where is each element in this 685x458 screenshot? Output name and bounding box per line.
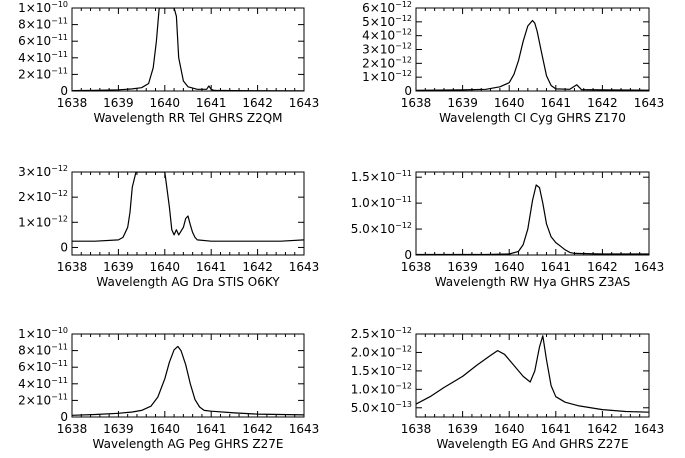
x-tick-label: 1641 [541,260,572,274]
x-tick-label: 1643 [634,96,665,110]
y-tick-label: 5.0×10−13 [351,400,412,415]
y-tick-label: 0 [404,84,412,98]
y-tick-label: 1.5×10−11 [351,169,412,184]
spectrum-line [416,19,649,91]
x-tick-label: 1638 [401,96,432,110]
y-tick-label: 0 [404,248,412,262]
y-tick-label: 2×10−11 [18,66,68,81]
x-tick-label: 1643 [289,422,320,436]
x-tick-label: 1642 [242,422,273,436]
plot-frame [71,171,305,256]
x-tick-label: 1638 [57,96,88,110]
plot-frame [415,171,650,256]
panel-6: 1638 1639 1640 1641 1642 1643 5.0×10−13 1.0×10−… [351,326,665,451]
y-tick-label: 6×10−11 [18,33,68,48]
y-tick-label: 4×10−11 [18,50,68,65]
x-axis-label: Wavelength RR Tel GHRS Z2QM [93,111,282,125]
x-tick-label: 1643 [634,260,665,274]
panel-4: 1638 1639 1640 1641 1642 1643 0 5.0×10−12 1.0×10… [351,169,665,289]
y-tick-label: 3×10−12 [362,42,412,57]
x-tick-label: 1638 [401,260,432,274]
spectrum-line [416,335,649,413]
y-tick-label: 6×10−12 [362,0,412,15]
x-axis-label: Wavelength AG Dra STIS O6KY [96,275,280,289]
y-tick-label: 1.0×10−12 [351,381,412,396]
x-tick-label: 1640 [150,260,181,274]
plot-frame [71,333,305,418]
x-tick-label: 1643 [634,422,665,436]
y-tick-label: 8×10−11 [18,17,68,32]
x-tick-label: 1639 [103,260,134,274]
spectrum-line [72,8,304,91]
x-tick-label: 1643 [289,260,320,274]
plot-frame [71,7,305,92]
x-tick-label: 1639 [103,422,134,436]
y-tick-label: 2×10−12 [362,55,412,70]
x-axis-label: Wavelength RW Hya GHRS Z3AS [435,275,631,289]
x-tick-label: 1640 [150,96,181,110]
y-tick-label: 2.5×10−12 [351,326,412,341]
y-tick-label: 1.5×10−12 [351,363,412,378]
x-tick-label: 1641 [541,422,572,436]
y-tick-label: 0 [60,410,68,424]
x-tick-label: 1638 [57,422,88,436]
y-tick-label: 4×10−11 [18,376,68,391]
y-tick-label: 1×10−10 [18,326,68,341]
y-tick-label: 5×10−12 [362,14,412,29]
y-tick-label: 0 [60,84,68,98]
y-tick-label: 1.0×10−11 [351,195,412,210]
x-tick-label: 1638 [401,422,432,436]
x-tick-label: 1641 [541,96,572,110]
x-tick-label: 1641 [196,96,227,110]
y-tick-label: 4×10−12 [362,28,412,43]
x-tick-label: 1639 [103,96,134,110]
x-tick-label: 1642 [587,260,618,274]
x-tick-label: 1641 [196,260,227,274]
y-tick-label: 3×10−12 [18,164,68,179]
x-tick-label: 1640 [494,260,525,274]
x-axis-label: Wavelength AG Peg GHRS Z27E [93,437,284,451]
x-tick-label: 1638 [57,260,88,274]
y-tick-label: 6×10−11 [18,359,68,374]
y-tick-label: 0 [60,240,68,254]
x-tick-label: 1642 [587,422,618,436]
y-tick-label: 2×10−11 [18,392,68,407]
y-tick-label: 5.0×10−12 [351,221,412,236]
x-tick-label: 1640 [150,422,181,436]
x-tick-label: 1642 [242,96,273,110]
spectrum-line [72,172,304,242]
x-tick-label: 1639 [447,260,478,274]
y-tick-label: 2.0×10−12 [351,344,412,359]
x-tick-label: 1643 [289,96,320,110]
x-tick-label: 1639 [447,422,478,436]
y-tick-label: 1×10−10 [18,0,68,15]
x-tick-label: 1641 [196,422,227,436]
panel-3: 1638 1639 1640 1641 1642 1643 0 1×10−12 2×10−12 3… [18,164,319,289]
x-tick-label: 1640 [494,422,525,436]
y-tick-label: 2×10−12 [18,189,68,204]
panel-2: 1638 1639 1640 1641 1642 1643 01×10−122×10−123… [362,0,664,125]
y-tick-label: 1×10−12 [362,69,412,84]
x-axis-label: Wavelength EG And GHRS Z27E [436,437,628,451]
x-tick-label: 1642 [242,260,273,274]
x-tick-label: 1640 [494,96,525,110]
plot-frame [415,333,650,418]
x-tick-label: 1642 [587,96,618,110]
x-tick-label: 1639 [447,96,478,110]
panel-1: 1638 1639 1640 1641 1642 1643 0 2×10−114×10−11 6… [18,0,319,125]
y-tick-label: 1×10−12 [18,214,68,229]
spectrum-line [416,184,649,255]
spectrum-line [72,345,304,416]
panel-5: 1638 1639 1640 1641 1642 1643 0 2×10−114×10−11 6… [18,326,319,451]
x-axis-label: Wavelength CI Cyg GHRS Z170 [439,111,626,125]
y-tick-label: 8×10−11 [18,343,68,358]
